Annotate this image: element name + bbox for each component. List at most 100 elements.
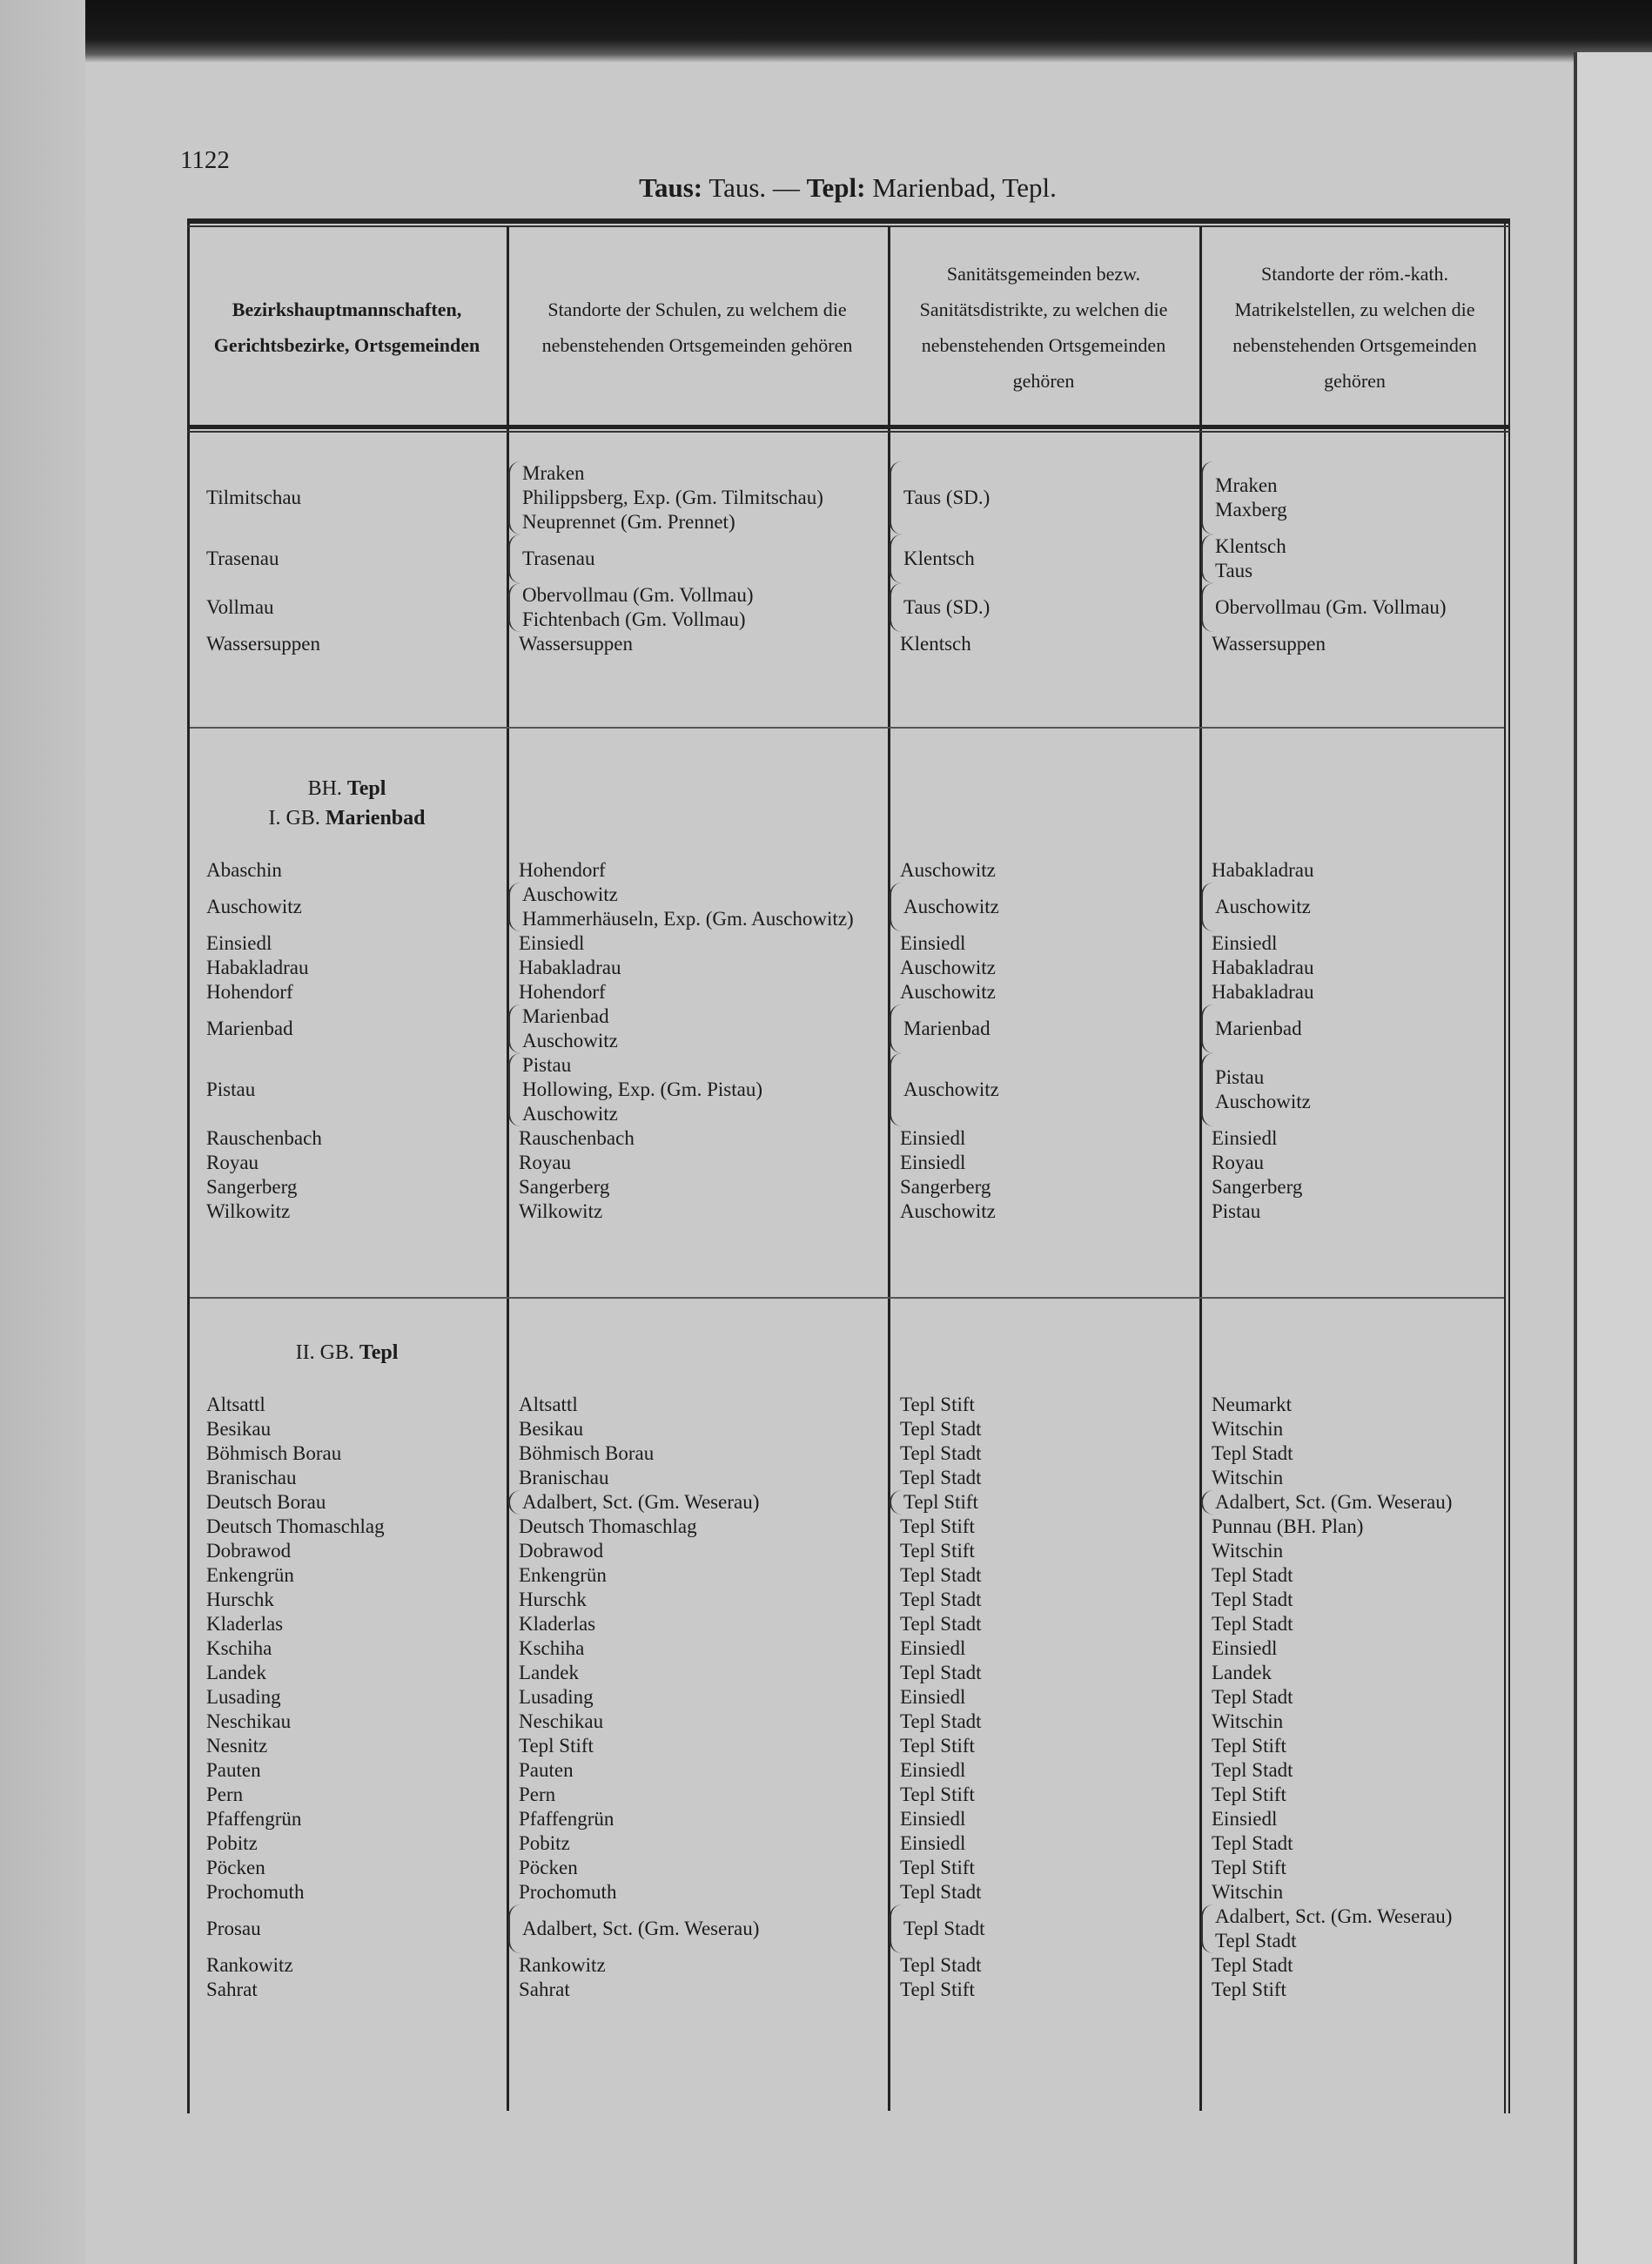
municipality-name: Böhmisch Borau	[206, 1442, 342, 1464]
cell-sanitaet: Tepl Stadt	[888, 1588, 1199, 1612]
cell-schulen: Marienbad Auschowitz	[508, 1004, 888, 1053]
place-name: Kladerlas	[519, 1613, 596, 1635]
place-name: Neschikau	[519, 1710, 604, 1732]
table-row: Auschowitz Auschowitz Hammerhäuseln, Exp. …	[187, 883, 1510, 931]
table-row: Pistau Pistau Hollowing, Exp. (Gm. Pistau)…	[187, 1053, 1510, 1126]
place-name: Tepl Stadt	[1212, 1954, 1293, 1976]
municipality-name: Hohendorf	[206, 981, 293, 1003]
cell-sanitaet: Tepl Stadt	[888, 1661, 1199, 1685]
column-divider	[507, 226, 509, 2111]
place-name: Sangerberg	[1212, 1176, 1303, 1198]
municipality-name: Hurschk	[206, 1589, 274, 1610]
municipality-name: Landek	[206, 1662, 266, 1683]
municipality-name: Pfaffengrün	[206, 1808, 302, 1830]
place-name: Landek	[1212, 1662, 1272, 1683]
cell-schulen: Trasenau	[508, 534, 888, 583]
place-name: Marienbad	[903, 1018, 991, 1039]
place-name: Einsiedl	[1212, 1127, 1278, 1149]
cell-schulen: Pobitz	[507, 1831, 888, 1856]
place-name: Branischau	[519, 1467, 609, 1488]
cell-matrikel: Neumarkt	[1199, 1393, 1510, 1417]
table-row: Hohendorf Hohendorf Auschowitz Habakladrau	[187, 980, 1510, 1004]
cell-matrikel: Royau	[1199, 1151, 1510, 1175]
cell-sanitaet: Einsiedl	[888, 1151, 1199, 1175]
cell-sanitaet: Auschowitz	[888, 980, 1199, 1004]
header-schulen: Standorte der Schulen, zu welchem die ne…	[541, 299, 853, 356]
cell-matrikel: Tepl Stadt	[1199, 1563, 1510, 1588]
cell-matrikel: Witschin	[1199, 1710, 1510, 1734]
place-name: Hurschk	[519, 1589, 587, 1610]
municipality-name: Wilkowitz	[206, 1200, 291, 1222]
cell-matrikel: Tepl Stadt	[1199, 1758, 1510, 1783]
cell-sanitaet: Taus (SD.)	[890, 461, 1199, 534]
page-edge-line	[1574, 52, 1577, 2264]
table-row: Marienbad Marienbad Auschowitz Marienbad Mar…	[187, 1004, 1510, 1053]
cell-gemeinde: Pobitz	[187, 1831, 507, 1856]
cell-schulen: Wilkowitz	[507, 1199, 888, 1224]
place-name: Tepl Stift	[900, 1515, 975, 1537]
cell-schulen: Tepl Stift	[507, 1734, 888, 1758]
place-name: Tepl Stadt	[1212, 1832, 1293, 1854]
place-name: Philippsberg, Exp. (Gm. Tilmitschau)	[522, 487, 823, 508]
place-name: Hollowing, Exp. (Gm. Pistau)	[522, 1078, 762, 1100]
place-name: Habakladrau	[1212, 981, 1314, 1003]
cell-sanitaet: Tepl Stadt	[888, 1563, 1199, 1588]
place-name: Tepl Stadt	[900, 1467, 982, 1488]
table-row: Wilkowitz Wilkowitz Auschowitz Pistau	[187, 1199, 1510, 1224]
cell-sanitaet: Tepl Stadt	[888, 1880, 1199, 1905]
municipality-name: Pistau	[206, 1078, 256, 1100]
place-name: Tepl Stadt	[900, 1954, 982, 1976]
section-divider	[190, 1297, 1504, 1299]
place-name: Hohendorf	[519, 859, 606, 881]
cell-matrikel: Einsiedl	[1199, 931, 1510, 956]
running-head-text-2: Marienbad, Tepl.	[865, 172, 1057, 203]
cell-gemeinde: Kschiha	[187, 1636, 507, 1661]
place-name: Witschin	[1212, 1540, 1284, 1562]
running-head-district-2: Tepl:	[806, 172, 866, 203]
place-name: Wassersuppen	[1212, 633, 1326, 655]
cell-schulen: Hohendorf	[507, 980, 888, 1004]
cell-schulen: Neschikau	[507, 1710, 888, 1734]
district-heading: BH. Tepl	[187, 776, 507, 801]
place-name: Sangerberg	[900, 1176, 991, 1198]
place-name: Royau	[1212, 1152, 1265, 1173]
cell-sanitaet: Klentsch	[890, 534, 1199, 583]
cell-sanitaet: Tepl Stift	[888, 1539, 1199, 1563]
cell-schulen: Besikau	[507, 1417, 888, 1441]
cell-gemeinde: Kladerlas	[187, 1612, 507, 1636]
place-name: Mraken	[522, 462, 585, 484]
place-name: Sahrat	[519, 1978, 570, 2000]
municipality-name: Enkengrün	[206, 1564, 294, 1586]
table-row: Kladerlas Kladerlas Tepl Stadt Tepl Stadt	[187, 1612, 1510, 1636]
cell-sanitaet: Tepl Stift	[890, 1490, 1199, 1515]
cell-schulen: Dobrawod	[507, 1539, 888, 1563]
place-name: Klentsch	[900, 633, 971, 655]
table-row: Pauten Pauten Einsiedl Tepl Stadt	[187, 1758, 1510, 1783]
table-row: Einsiedl Einsiedl Einsiedl Einsiedl	[187, 931, 1510, 956]
table-row: Deutsch Thomaschlag Deutsch Thomaschlag Te…	[187, 1515, 1510, 1539]
municipality-name: Royau	[206, 1152, 259, 1173]
cell-sanitaet: Auschowitz	[890, 1053, 1199, 1126]
cell-schulen: Mraken Philippsberg, Exp. (Gm. Tilmitscha…	[508, 461, 888, 534]
cell-sanitaet: Tepl Stadt	[890, 1905, 1199, 1953]
place-name: Deutsch Thomaschlag	[519, 1515, 697, 1537]
cell-gemeinde: Royau	[187, 1151, 507, 1175]
cell-schulen: Auschowitz Hammerhäuseln, Exp. (Gm. Ausch…	[508, 883, 888, 931]
place-name: Tepl Stadt	[1212, 1442, 1293, 1464]
cell-matrikel: Tepl Stadt	[1199, 1441, 1510, 1466]
cell-sanitaet: Tepl Stift	[888, 1515, 1199, 1539]
cell-gemeinde: Prochomuth	[187, 1880, 507, 1905]
cell-sanitaet: Sangerberg	[888, 1175, 1199, 1199]
place-name: Auschowitz	[900, 859, 996, 881]
table-row: Rauschenbach Rauschenbach Einsiedl Einsiedl	[187, 1126, 1510, 1151]
cell-schulen: Adalbert, Sct. (Gm. Weserau)	[508, 1905, 888, 1953]
place-name: Tepl Stift	[1212, 1735, 1286, 1757]
municipality-name: Neschikau	[206, 1710, 292, 1732]
place-name: Wilkowitz	[519, 1200, 603, 1222]
table-row: Deutsch Borau Adalbert, Sct. (Gm. Weserau…	[187, 1490, 1510, 1515]
place-name: Tepl Stadt	[900, 1710, 982, 1732]
place-name: Tepl Stift	[1212, 1857, 1286, 1878]
cell-matrikel: Witschin	[1199, 1417, 1510, 1441]
header-bottom-rule	[187, 425, 1510, 433]
place-name: Einsiedl	[1212, 1808, 1278, 1830]
